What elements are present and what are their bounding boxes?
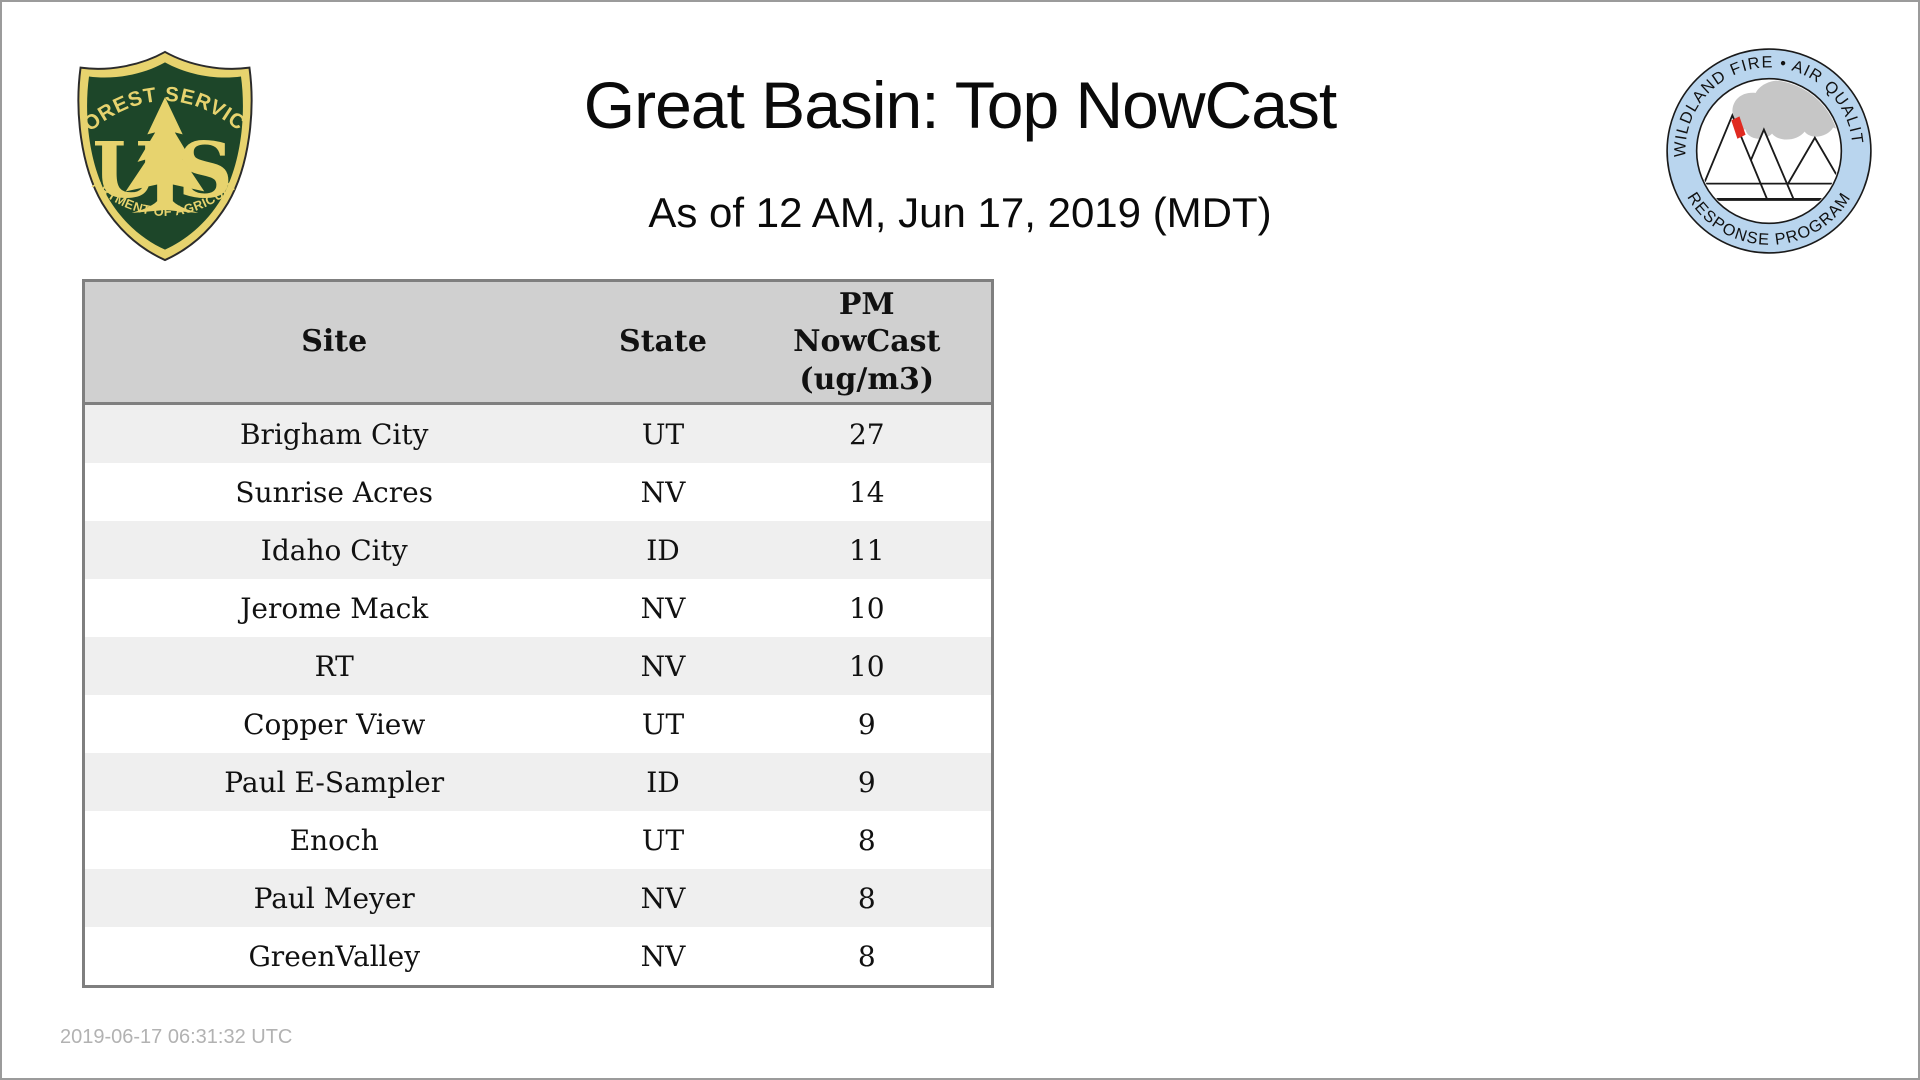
state-cell: UT xyxy=(641,823,685,857)
table-row: Brigham City UT 27 xyxy=(83,403,993,463)
column-header-state: State xyxy=(583,280,743,405)
table-row: Enoch UT 8 xyxy=(83,811,993,869)
site-cell: Brigham City xyxy=(239,417,429,451)
table-row: RT NV 10 xyxy=(83,637,993,695)
pm-nowcast-cell: 27 xyxy=(848,417,885,451)
table-row: Copper View UT 9 xyxy=(83,695,993,753)
nowcast-table-body: Brigham City UT 27 Sunrise Acres NV 14 Idaho C… xyxy=(83,403,993,987)
state-cell: NV xyxy=(640,881,686,915)
pm-nowcast-cell: 8 xyxy=(857,939,876,973)
state-cell: UT xyxy=(641,707,685,741)
site-cell: RT xyxy=(314,649,354,683)
site-cell: Jerome Mack xyxy=(240,591,429,625)
site-cell: Paul Meyer xyxy=(253,881,415,915)
pm-nowcast-cell: 8 xyxy=(857,823,876,857)
table-row: Paul Meyer NV 8 xyxy=(83,869,993,927)
page-subtitle: As of 12 AM, Jun 17, 2019 (MDT) xyxy=(648,189,1272,236)
state-cell: ID xyxy=(646,533,680,567)
nowcast-table: Site State PM NowCast (ug/m3) Brigham Ci… xyxy=(82,279,994,988)
table-row: GreenValley NV 8 xyxy=(83,927,993,987)
site-cell: Idaho City xyxy=(260,533,408,567)
pm-nowcast-cell: 8 xyxy=(857,881,876,915)
state-cell: NV xyxy=(640,475,686,509)
table-row: Paul E-Sampler ID 9 xyxy=(83,753,993,811)
flame-icon xyxy=(1731,116,1746,139)
table-header: Site State PM NowCast (ug/m3) xyxy=(83,280,993,405)
site-cell: Paul E-Sampler xyxy=(224,765,445,799)
state-cell: UT xyxy=(641,417,685,451)
pm-nowcast-cell: 10 xyxy=(848,591,885,625)
page-title: Great Basin: Top NowCast xyxy=(583,68,1337,142)
table-row: Jerome Mack NV 10 xyxy=(83,579,993,637)
pm-nowcast-cell: 10 xyxy=(848,649,885,683)
pm-nowcast-cell: 9 xyxy=(857,765,876,799)
site-cell: Copper View xyxy=(243,707,426,741)
state-cell: NV xyxy=(640,649,686,683)
pm-nowcast-cell: 11 xyxy=(848,533,885,567)
table-row: Sunrise Acres NV 14 xyxy=(83,463,993,521)
column-header-site: Site xyxy=(83,280,584,405)
pm-nowcast-cell: 14 xyxy=(848,475,885,509)
state-cell: NV xyxy=(640,939,686,973)
state-cell: NV xyxy=(640,591,686,625)
column-header-pm-nowcast: PM NowCast (ug/m3) xyxy=(742,280,993,405)
site-cell: Enoch xyxy=(289,823,379,857)
state-cell: ID xyxy=(646,765,680,799)
forest-service-logo: FOREST SERVICE U S DEPARTMENT OF AGRICUL… xyxy=(66,48,253,262)
pm-nowcast-cell: 9 xyxy=(857,707,876,741)
footer-timestamp: 2019-06-17 06:31:32 UTC xyxy=(60,1026,293,1048)
site-cell: GreenValley xyxy=(248,939,421,973)
site-cell: Sunrise Acres xyxy=(235,475,434,509)
pine-tree-icon xyxy=(125,97,205,213)
table-row: Idaho City ID 11 xyxy=(83,521,993,579)
table-header-row: Site State PM NowCast (ug/m3) xyxy=(83,280,993,405)
air-quality-program-logo: WILDLAND FIRE • AIR QUALITY RESPONSE PRO… xyxy=(1662,44,1872,254)
